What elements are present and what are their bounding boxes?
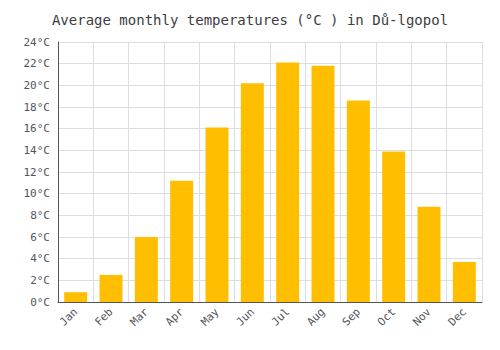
svg-text:20°C: 20°C (24, 79, 51, 92)
svg-text:Mar: Mar (128, 305, 151, 328)
svg-text:Apr: Apr (163, 305, 186, 328)
svg-text:Jan: Jan (57, 305, 80, 328)
svg-text:Feb: Feb (92, 305, 115, 328)
svg-text:Sep: Sep (340, 305, 363, 328)
svg-text:14°C: 14°C (24, 144, 51, 157)
svg-text:16°C: 16°C (24, 122, 51, 135)
svg-text:6°C: 6°C (30, 231, 50, 244)
svg-text:18°C: 18°C (24, 101, 51, 114)
svg-text:Aug: Aug (304, 305, 327, 328)
svg-text:12°C: 12°C (24, 166, 51, 179)
svg-text:Jul: Jul (269, 305, 292, 328)
svg-text:4°C: 4°C (30, 252, 50, 265)
svg-text:Dec: Dec (446, 305, 469, 328)
svg-text:24°C: 24°C (24, 36, 51, 49)
svg-text:Jun: Jun (234, 305, 257, 328)
svg-text:Oct: Oct (375, 305, 398, 328)
svg-text:22°C: 22°C (24, 57, 51, 70)
svg-text:Average monthly temperatures (: Average monthly temperatures (°C ) in Dů… (52, 12, 448, 28)
svg-text:Nov: Nov (410, 305, 433, 328)
svg-text:2°C: 2°C (30, 274, 50, 287)
svg-text:8°C: 8°C (30, 209, 50, 222)
svg-text:0°C: 0°C (30, 296, 50, 309)
svg-text:May: May (198, 305, 221, 328)
svg-text:10°C: 10°C (24, 187, 51, 200)
